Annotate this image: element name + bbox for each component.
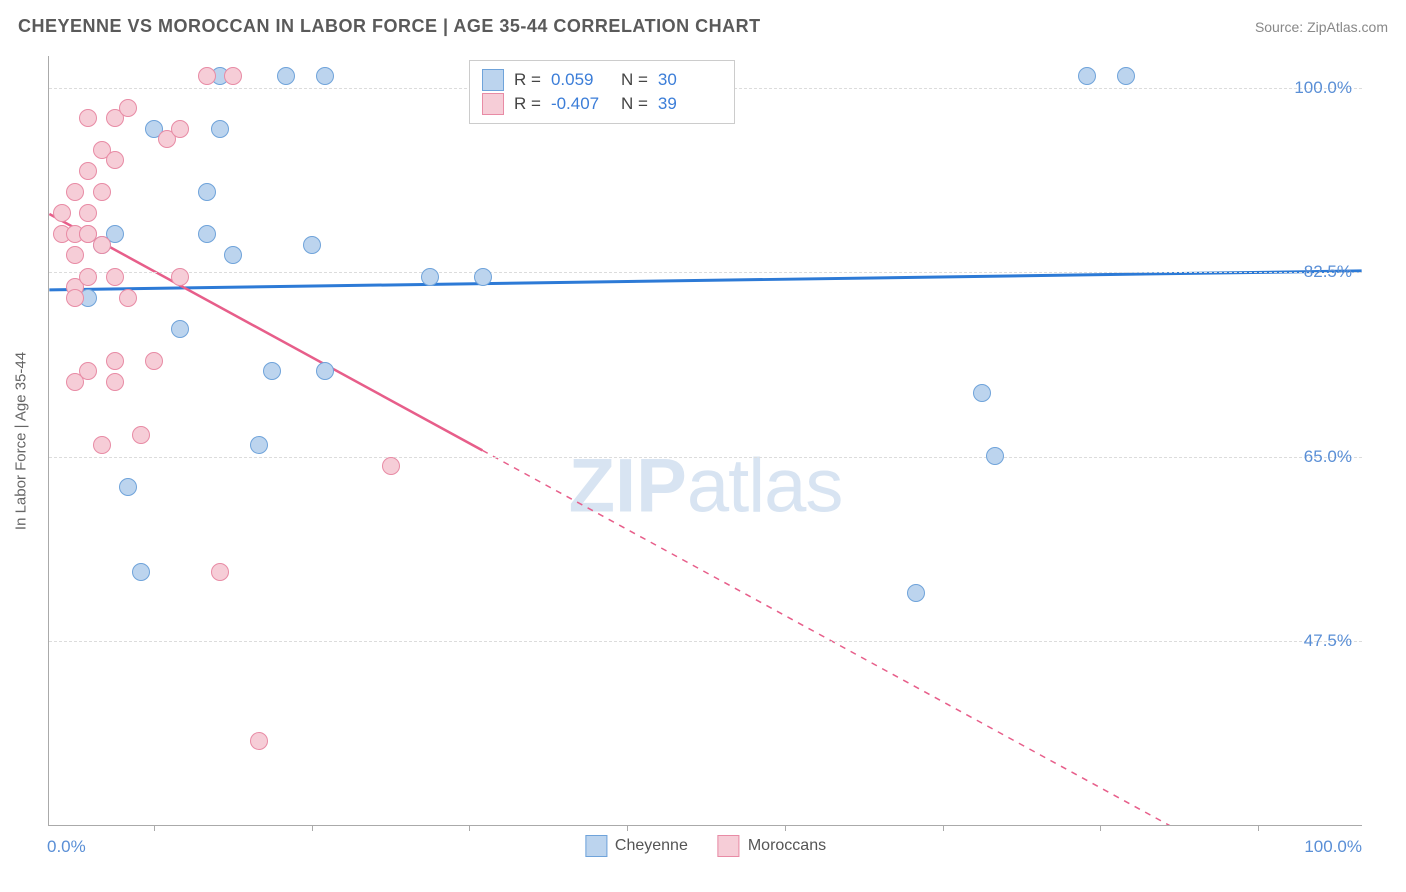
chart-source: Source: ZipAtlas.com	[1255, 19, 1388, 35]
data-point	[106, 268, 124, 286]
data-point	[93, 436, 111, 454]
correlation-legend: R =0.059N =30R =-0.407N =39	[469, 60, 735, 124]
data-point	[79, 204, 97, 222]
x-tick	[943, 825, 944, 831]
data-point	[1078, 67, 1096, 85]
legend-label: Cheyenne	[615, 837, 688, 855]
legend-swatch	[585, 835, 607, 857]
data-point	[1117, 67, 1135, 85]
y-tick-label: 100.0%	[1294, 78, 1352, 98]
data-point	[119, 99, 137, 117]
data-point	[171, 268, 189, 286]
series-legend: Cheyenne Moroccans	[585, 835, 826, 857]
data-point	[79, 109, 97, 127]
data-point	[106, 151, 124, 169]
chart-header: CHEYENNE VS MOROCCAN IN LABOR FORCE | AG…	[18, 16, 1388, 37]
data-point	[93, 236, 111, 254]
scatter-plot: ZIPatlas In Labor Force | Age 35-44 47.5…	[48, 56, 1362, 826]
data-point	[211, 120, 229, 138]
data-point	[316, 67, 334, 85]
legend-row: R =0.059N =30	[482, 69, 718, 91]
data-point	[198, 183, 216, 201]
x-tick	[154, 825, 155, 831]
data-point	[66, 289, 84, 307]
data-point	[119, 478, 137, 496]
data-point	[171, 120, 189, 138]
y-tick-label: 47.5%	[1304, 631, 1352, 651]
data-point	[224, 67, 242, 85]
data-point	[66, 246, 84, 264]
data-point	[66, 183, 84, 201]
data-point	[263, 362, 281, 380]
data-point	[224, 246, 242, 264]
legend-swatch	[718, 835, 740, 857]
data-point	[973, 384, 991, 402]
data-point	[53, 204, 71, 222]
data-point	[382, 457, 400, 475]
y-tick-label: 82.5%	[1304, 262, 1352, 282]
legend-item: Cheyenne	[585, 835, 688, 857]
watermark: ZIPatlas	[569, 443, 843, 530]
x-axis-label-max: 100.0%	[1304, 837, 1362, 857]
data-point	[145, 352, 163, 370]
data-point	[79, 362, 97, 380]
data-point	[93, 183, 111, 201]
data-point	[132, 426, 150, 444]
trend-lines	[49, 56, 1362, 825]
x-axis-label-min: 0.0%	[47, 837, 86, 857]
chart-title: CHEYENNE VS MOROCCAN IN LABOR FORCE | AG…	[18, 16, 761, 37]
data-point	[106, 352, 124, 370]
data-point	[250, 436, 268, 454]
legend-row: R =-0.407N =39	[482, 93, 718, 115]
legend-swatch	[482, 69, 504, 91]
data-point	[198, 225, 216, 243]
data-point	[106, 373, 124, 391]
x-tick	[785, 825, 786, 831]
x-tick	[627, 825, 628, 831]
y-tick-label: 65.0%	[1304, 447, 1352, 467]
data-point	[171, 320, 189, 338]
legend-item: Moroccans	[718, 835, 826, 857]
data-point	[119, 289, 137, 307]
x-tick	[1258, 825, 1259, 831]
y-axis-title: In Labor Force | Age 35-44	[13, 351, 30, 529]
data-point	[250, 732, 268, 750]
data-point	[198, 67, 216, 85]
gridline	[49, 457, 1362, 458]
data-point	[474, 268, 492, 286]
data-point	[277, 67, 295, 85]
x-tick	[469, 825, 470, 831]
data-point	[132, 563, 150, 581]
x-tick	[312, 825, 313, 831]
data-point	[907, 584, 925, 602]
legend-swatch	[482, 93, 504, 115]
x-tick	[1100, 825, 1101, 831]
data-point	[316, 362, 334, 380]
data-point	[986, 447, 1004, 465]
data-point	[303, 236, 321, 254]
data-point	[211, 563, 229, 581]
data-point	[421, 268, 439, 286]
gridline	[49, 641, 1362, 642]
data-point	[79, 268, 97, 286]
gridline	[49, 272, 1362, 273]
legend-label: Moroccans	[748, 837, 826, 855]
data-point	[79, 162, 97, 180]
